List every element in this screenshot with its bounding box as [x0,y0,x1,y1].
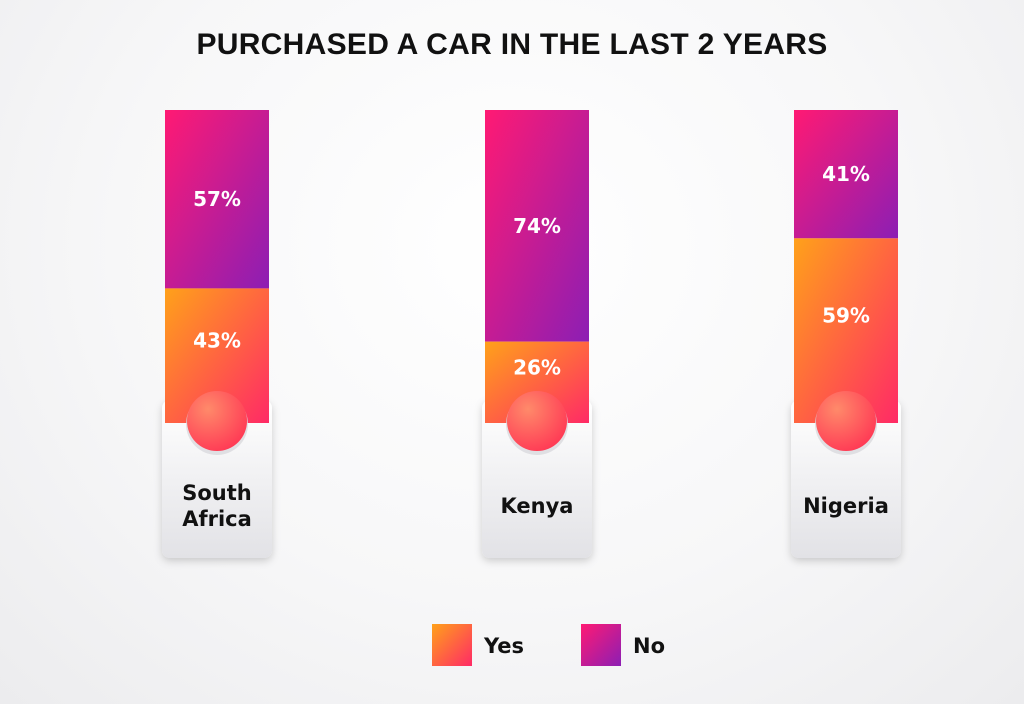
bar-no-kenya [485,110,589,342]
category-card-nigeria [791,400,901,558]
legend-swatch-yes [432,624,472,666]
legend-swatch-no [581,624,621,666]
data-label-no-south-africa: 57% [193,187,241,211]
chart-title: PURCHASED A CAR IN THE LAST 2 YEARS [196,28,828,61]
data-label-no-nigeria: 41% [822,162,870,186]
base-circle-south-africa [187,391,247,451]
data-label-yes-kenya: 26% [513,355,561,379]
base-circle-kenya [507,391,567,451]
bar-no-south-africa [165,110,269,289]
category-label-south-africa: South Africa [182,481,252,531]
category-card-south-africa [162,400,272,558]
legend-label-no: No [633,634,665,658]
category-label-kenya: Kenya [501,494,574,518]
data-label-no-kenya: 74% [513,214,561,238]
category-label-nigeria: Nigeria [803,494,889,518]
base-circle-nigeria [816,391,876,451]
data-label-yes-nigeria: 59% [822,304,870,328]
bar-no-nigeria [794,110,898,239]
category-card-kenya [482,400,592,558]
data-label-yes-south-africa: 43% [193,329,241,353]
legend-label-yes: Yes [483,634,524,658]
